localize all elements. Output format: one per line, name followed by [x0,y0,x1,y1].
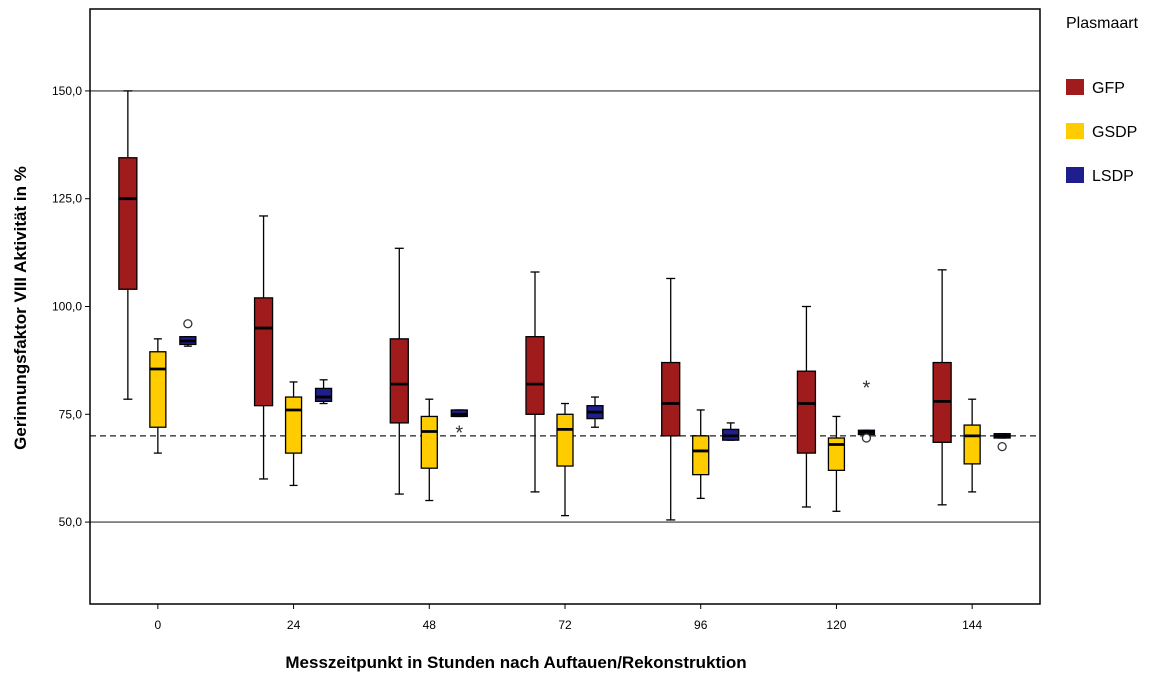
box-gfp [661,361,681,437]
legend-swatch-gsdp [1066,123,1084,139]
x-tick-label: 120 [826,618,846,632]
x-tick-label: 72 [558,618,572,632]
box-gfp [796,370,817,454]
box-lsdp [314,387,333,403]
legend-title: Plasmaart [1066,15,1139,32]
x-tick-label: 144 [962,618,982,632]
x-tick-label: 48 [423,618,437,632]
outlier-star: * [455,423,463,445]
x-tick-label: 96 [694,618,708,632]
box-gsdp [963,424,981,465]
legend-swatch-lsdp [1066,167,1084,183]
plot-area: ** [90,90,1040,523]
y-tick-label: 100,0 [52,300,82,314]
y-tick-label: 150,0 [52,84,82,98]
x-tick-label: 24 [287,618,301,632]
box-gsdp [827,437,846,471]
legend: Plasmaart GFP GSDP LSDP [1066,15,1139,185]
box-gsdp [149,351,167,428]
outlier-circle [861,433,872,443]
outlier-circle [183,319,193,329]
box-gfp [389,338,409,424]
y-axis-title: Gerinnungsfaktor VIII Aktivität in % [11,166,30,450]
outlier-star: * [863,377,871,399]
outlier-circle [997,441,1007,452]
box-gsdp [284,396,303,454]
box-gsdp [556,413,574,467]
legend-label-gsdp: GSDP [1092,124,1137,141]
y-tick-label: 75,0 [59,407,83,421]
x-axis-title: Messzeitpunkt in Stunden nach Auftauen/R… [285,653,746,672]
axes: 50,0 75,0 100,0 125,0 150,0 0 24 48 72 96 120 144 [52,8,1041,632]
box-gsdp [692,435,710,476]
legend-label-gfp: GFP [1092,80,1125,97]
box-gfp [253,297,274,407]
box-gfp [118,157,138,290]
legend-swatch-gfp [1066,79,1084,95]
y-tick-label: 50,0 [59,515,83,529]
legend-label-lsdp: LSDP [1092,168,1134,185]
box-gfp [525,336,545,415]
y-tick-label: 125,0 [52,192,82,206]
box-gsdp [420,415,438,469]
x-tick-label: 0 [155,618,162,632]
